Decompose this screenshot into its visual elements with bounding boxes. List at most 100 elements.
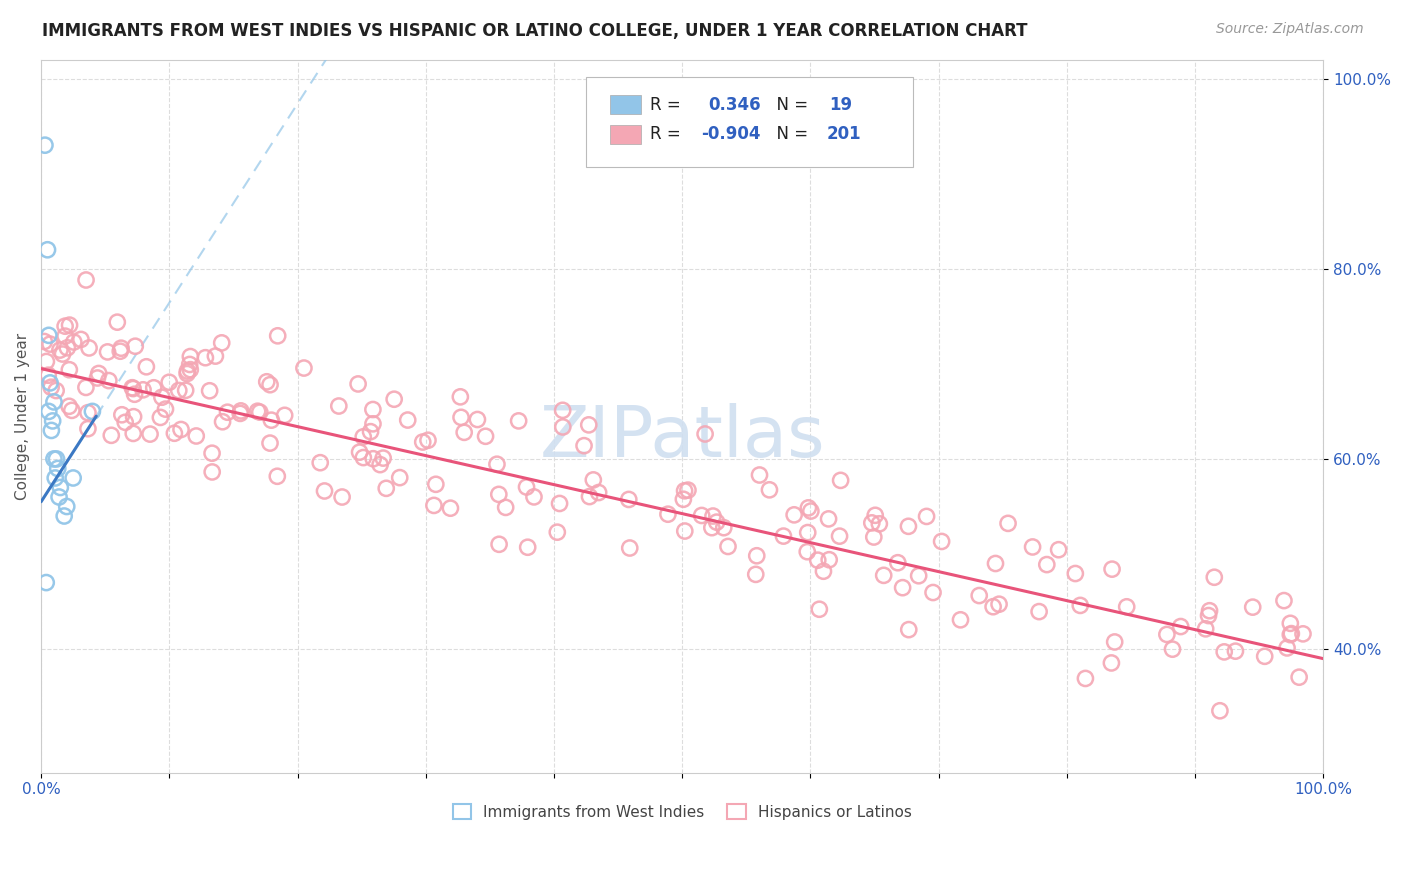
Point <box>267 328 290 343</box>
Point <box>1115 599 1137 614</box>
Point <box>361 402 384 417</box>
Point <box>44 471 66 485</box>
Point <box>58 318 80 332</box>
Point <box>122 426 145 441</box>
Point <box>249 405 271 419</box>
Point <box>548 496 571 510</box>
Point <box>388 470 411 484</box>
Point <box>49 481 72 495</box>
Point <box>110 341 132 355</box>
Point <box>1074 672 1097 686</box>
Point <box>690 508 713 523</box>
Point <box>179 350 201 364</box>
Point <box>416 434 439 448</box>
Point <box>1021 540 1043 554</box>
Point <box>617 492 640 507</box>
Point <box>967 589 990 603</box>
Point <box>217 405 239 419</box>
Point <box>55 500 77 514</box>
Point <box>349 445 371 459</box>
Point <box>1241 600 1264 615</box>
Point <box>309 456 332 470</box>
Point <box>179 362 201 376</box>
Text: Source: ZipAtlas.com: Source: ZipAtlas.com <box>1216 22 1364 37</box>
Point <box>86 371 108 385</box>
Point <box>1198 608 1220 623</box>
Point <box>39 380 62 394</box>
Point <box>198 384 221 398</box>
Point <box>439 501 461 516</box>
Text: R =: R = <box>650 126 686 144</box>
Point <box>1288 670 1310 684</box>
Point <box>907 568 929 582</box>
Point <box>1213 645 1236 659</box>
Point <box>111 408 134 422</box>
Point <box>52 347 75 361</box>
Legend: Immigrants from West Indies, Hispanics or Latinos: Immigrants from West Indies, Hispanics o… <box>447 797 918 826</box>
Point <box>292 361 315 376</box>
Text: 201: 201 <box>827 126 862 144</box>
FancyBboxPatch shape <box>610 125 641 145</box>
Point <box>259 377 281 392</box>
Point <box>330 490 353 504</box>
Point <box>382 392 405 407</box>
Point <box>922 585 945 599</box>
Text: N =: N = <box>765 126 813 144</box>
Point <box>352 430 374 444</box>
Point <box>488 487 510 501</box>
Point <box>693 427 716 442</box>
Point <box>425 477 447 491</box>
Point <box>1064 566 1087 581</box>
Point <box>201 446 224 460</box>
Point <box>62 334 84 349</box>
Point <box>1275 640 1298 655</box>
Point <box>412 435 434 450</box>
Point <box>863 508 886 523</box>
Point <box>77 422 100 436</box>
Point <box>62 471 84 485</box>
Point <box>135 359 157 374</box>
Point <box>1279 626 1302 640</box>
Point <box>246 404 269 418</box>
Point <box>155 402 177 417</box>
Point <box>800 504 823 518</box>
Point <box>657 507 679 521</box>
Point <box>132 383 155 397</box>
Point <box>167 384 190 398</box>
Point <box>361 451 384 466</box>
Point <box>546 525 568 540</box>
Point <box>700 521 723 535</box>
Point <box>453 425 475 440</box>
Point <box>449 390 471 404</box>
Point <box>488 537 510 551</box>
Point <box>75 273 97 287</box>
Point <box>201 465 224 479</box>
Point <box>37 368 59 383</box>
Point <box>423 499 446 513</box>
Point <box>891 581 914 595</box>
Point <box>77 406 100 420</box>
Text: -0.904: -0.904 <box>702 126 761 144</box>
Point <box>256 375 278 389</box>
Point <box>58 399 80 413</box>
Point <box>41 424 63 438</box>
Point <box>796 525 818 540</box>
Point <box>981 599 1004 614</box>
Point <box>38 328 60 343</box>
Point <box>984 557 1007 571</box>
Point <box>375 481 398 495</box>
Point <box>179 358 201 372</box>
Point <box>273 409 295 423</box>
Point <box>368 458 391 472</box>
Point <box>523 490 546 504</box>
Point <box>1279 616 1302 631</box>
Point <box>949 613 972 627</box>
Point <box>807 553 830 567</box>
Point <box>70 333 93 347</box>
Point <box>352 450 374 465</box>
Point <box>1104 635 1126 649</box>
Point <box>39 337 62 351</box>
Point <box>53 508 76 523</box>
Point <box>706 515 728 529</box>
Point <box>572 439 595 453</box>
